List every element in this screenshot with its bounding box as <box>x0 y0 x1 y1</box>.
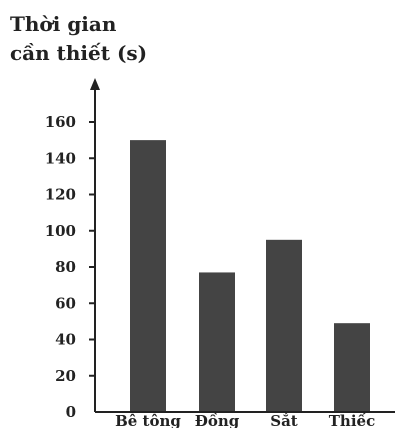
bar-2 <box>266 239 302 412</box>
x-tick-label-2: Sắt <box>270 412 298 428</box>
y-tick-label-8: 160 <box>45 113 76 131</box>
y-tick-label-1: 20 <box>55 367 76 385</box>
y-tick-label-5: 100 <box>45 222 76 240</box>
y-axis-title-line-2: cần thiết (s) <box>10 41 148 65</box>
bar-0 <box>130 140 166 412</box>
x-tick-label-1: Đồng <box>195 412 240 428</box>
y-axis-arrow <box>90 78 100 90</box>
y-tick-label-7: 140 <box>45 149 76 167</box>
y-tick-label-4: 80 <box>55 258 76 276</box>
y-tick-label-0: 0 <box>66 403 76 421</box>
y-tick-label-2: 40 <box>55 331 76 349</box>
bar-1 <box>199 272 235 412</box>
x-tick-label-3: Thiếc <box>329 412 375 428</box>
y-axis-title-line-1: Thời gian <box>10 12 117 36</box>
y-tick-label-3: 60 <box>55 294 76 312</box>
bar-3 <box>334 323 370 412</box>
y-tick-label-6: 120 <box>45 186 76 204</box>
x-tick-label-0: Bê tông <box>115 412 181 428</box>
